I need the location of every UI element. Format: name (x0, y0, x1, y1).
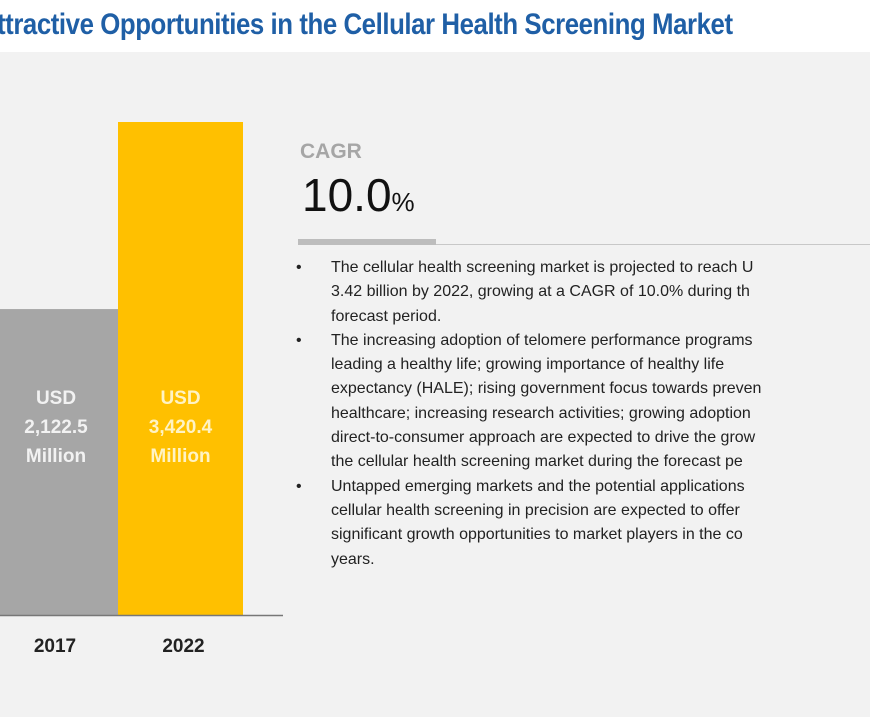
cagr-unit: % (391, 187, 415, 217)
bullet-dot: • (296, 259, 302, 276)
data-label: 3,420.4 (149, 417, 213, 438)
cagr-label: CAGR (300, 140, 362, 163)
title-bar: ttractive Opportunities in the Cellular … (0, 0, 870, 52)
bullet-item: • The cellular health screening market is… (296, 256, 870, 329)
cagr-value: 10.0% (302, 168, 415, 222)
x-tick-label: 2022 (162, 636, 204, 657)
bullet-line: The increasing adoption of telomere perf… (331, 331, 753, 349)
data-label: USD (36, 388, 76, 409)
bullet-line: healthcare; increasing research activiti… (331, 404, 751, 422)
bullet-line: the cellular health screening market dur… (331, 453, 743, 471)
bullet-line: 3.42 billion by 2022, growing at a CAGR … (331, 283, 750, 301)
bar-chart: USD 2,122.5 Million 2017 USD 3,420.4 Million 20… (0, 122, 283, 657)
chart-title: ttractive Opportunities in the Cellular … (0, 8, 733, 41)
bullet-line: leading a healthy life; growing importan… (331, 356, 725, 374)
cagr-number: 10.0 (302, 169, 392, 221)
bullet-line: cellular health screening in precision a… (331, 501, 740, 519)
data-label: 2,122.5 (24, 417, 88, 438)
bullet-dot: • (296, 331, 302, 349)
bullet-line: The cellular health screening market is … (331, 259, 754, 276)
x-tick-label: 2017 (34, 636, 76, 657)
bullet-item: • The increasing adoption of telomere per… (296, 329, 870, 475)
divider-line (436, 244, 870, 245)
bullet-line: significant growth opportunities to mark… (331, 526, 743, 544)
bar-2022 (118, 122, 243, 615)
bullet-list: • The cellular health screening market is… (296, 256, 870, 572)
bar-2017 (0, 309, 118, 615)
bullet-line: direct-to-consumer approach are expected… (331, 429, 756, 447)
bullet-line: Untapped emerging markets and the potent… (331, 477, 745, 495)
bullet-line: years. (331, 550, 375, 568)
bullet-item: • Untapped emerging markets and the poten… (296, 475, 870, 572)
bullet-dot: • (296, 477, 302, 495)
data-label: Million (150, 446, 210, 467)
bullet-line: expectancy (HALE); rising government foc… (331, 380, 762, 398)
cagr-divider (298, 239, 436, 245)
data-label: Million (26, 446, 86, 467)
data-label: USD (160, 388, 200, 409)
bullet-line: forecast period. (331, 307, 442, 325)
